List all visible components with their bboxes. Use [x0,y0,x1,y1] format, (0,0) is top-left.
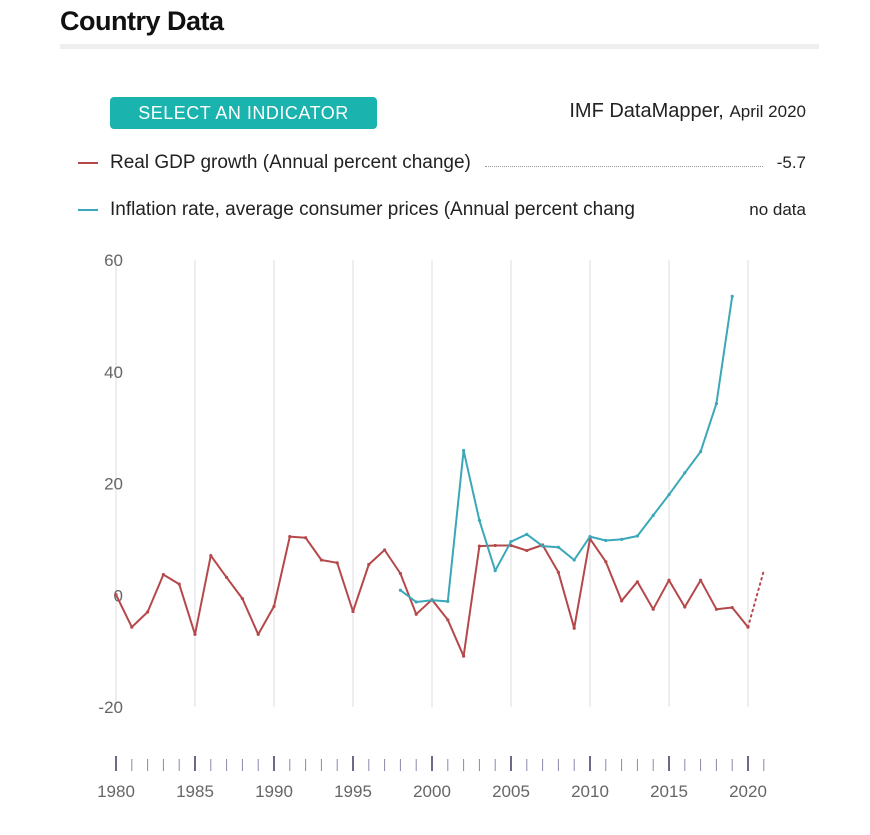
series-1-point-2010 [588,534,592,539]
series-0-point-1982 [146,610,150,614]
series-0-point-1983 [161,572,165,577]
title-divider [60,44,819,49]
series-0-point-1998 [398,571,402,576]
series-0-projection [747,569,765,629]
series-1-point-2018 [714,401,719,406]
series-0-point-2013 [635,580,640,584]
series-line-1 [399,296,734,603]
x-tick-label-2015: 2015 [650,782,688,801]
series-1-point-2000 [430,598,434,602]
x-tick-label-1990: 1990 [255,782,293,801]
series-1-point-1998 [398,588,402,592]
legend-item-gdp[interactable]: Real GDP growth (Annual percent change) … [78,150,806,176]
series-0-point-1992 [304,536,308,540]
series-1-point-2008 [556,545,561,549]
series-0-point-2009 [572,626,576,630]
series-1-point-2016 [683,471,687,475]
series-0-point-2017 [699,578,703,582]
series-0-point-2003 [477,544,481,548]
series-0-point-1996 [367,562,371,567]
series-0-point-1995 [351,609,355,614]
series-0-point-2011 [604,560,608,564]
legend-swatch-inflation [78,209,98,211]
x-tick-label-1985: 1985 [176,782,214,801]
series-0-point-2012 [620,599,624,603]
series-0-point-1994 [335,561,339,565]
series-0-point-2015 [667,578,671,582]
series-0-point-1985 [193,632,197,636]
series-0-point-1997 [383,548,387,552]
series-1-point-2005 [509,540,513,544]
legend-label-gdp: Real GDP growth (Annual percent change) [110,152,471,173]
y-tick-label-60: 60 [104,251,123,270]
series-1-point-2015 [667,493,671,497]
series-0-point-2019 [730,605,734,610]
y-tick-label--20: -20 [98,698,123,717]
series-0-point-1991 [288,534,292,539]
series-1-point-2002 [462,448,466,453]
series-1-point-1999 [414,600,418,604]
series-0-point-2016 [683,605,687,609]
series-1-point-2013 [635,534,640,538]
series-1-point-2004 [493,569,497,573]
series-0-point-2006 [525,548,529,553]
series-1-point-2003 [477,518,481,522]
series-0-point-2004 [493,543,497,548]
series-1-point-2011 [604,538,608,543]
series-0-point-1999 [414,612,418,616]
legend-value-gdp: -5.7 [776,153,806,172]
series-0-point-1986 [209,553,213,558]
data-source: IMF DataMapper, April 2020 [569,100,806,123]
x-tick-label-2010: 2010 [571,782,609,801]
y-tick-label-40: 40 [104,363,123,382]
legend-leader-dots [484,165,763,167]
legend-label-inflation: Inflation rate, average consumer prices … [110,199,635,220]
x-tick-label-2005: 2005 [492,782,530,801]
y-tick-label-0: 0 [114,586,123,605]
source-name: IMF DataMapper, [569,100,724,122]
select-indicator-button[interactable]: SELECT AN INDICATOR [110,97,377,129]
x-tick-label-2000: 2000 [413,782,451,801]
series-1-point-2009 [572,558,576,562]
series-0-point-1993 [319,558,323,562]
y-tick-label-20: 20 [104,475,123,494]
legend-swatch-gdp [78,162,98,164]
series-0-point-1990 [272,604,276,609]
series-1-point-2019 [730,294,734,298]
series-0-point-2008 [556,570,561,574]
series-1-point-2014 [651,513,655,517]
series-0-point-1987 [225,575,229,579]
x-tick-label-1995: 1995 [334,782,372,801]
series-0-point-2018 [714,607,719,611]
series-0-point-1981 [130,625,134,629]
x-tick-label-2020: 2020 [729,782,767,801]
series-0-point-2001 [446,618,450,622]
series-1-point-2007 [541,544,545,548]
series-0-point-1980 [114,593,118,597]
series-0-point-2014 [651,607,655,611]
series-0-point-1989 [256,632,260,636]
series-1-point-2001 [446,599,450,603]
series-1-point-2012 [620,537,624,541]
legend-value-inflation: no data [749,200,806,219]
series-1-point-2017 [699,450,703,454]
x-tick-label-1980: 1980 [97,782,135,801]
source-date: April 2020 [729,102,806,121]
legend-item-inflation[interactable]: Inflation rate, average consumer prices … [78,197,806,223]
page-title: Country Data [60,6,224,36]
series-0-point-2002 [462,654,466,658]
series-0-point-1984 [177,582,181,586]
series-0-point-1988 [240,597,244,601]
series-1-point-2006 [525,532,529,536]
